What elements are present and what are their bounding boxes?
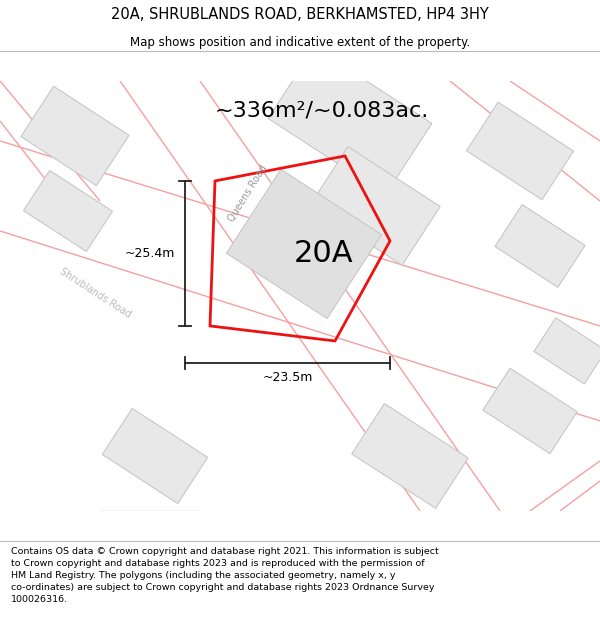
Text: ~25.4m: ~25.4m — [125, 247, 175, 260]
Polygon shape — [226, 169, 382, 319]
Text: 20A, SHRUBLANDS ROAD, BERKHAMSTED, HP4 3HY: 20A, SHRUBLANDS ROAD, BERKHAMSTED, HP4 3… — [111, 7, 489, 22]
Text: ~23.5m: ~23.5m — [262, 371, 313, 384]
Polygon shape — [268, 47, 432, 195]
Polygon shape — [102, 408, 208, 504]
Text: Contains OS data © Crown copyright and database right 2021. This information is : Contains OS data © Crown copyright and d… — [11, 548, 439, 604]
Polygon shape — [352, 404, 468, 508]
Text: 20A: 20A — [294, 239, 354, 269]
Text: Shrublands Road: Shrublands Road — [58, 266, 133, 319]
Polygon shape — [466, 102, 574, 200]
Text: Map shows position and indicative extent of the property.: Map shows position and indicative extent… — [130, 36, 470, 49]
Polygon shape — [23, 171, 113, 251]
Polygon shape — [21, 86, 129, 186]
Polygon shape — [534, 318, 600, 384]
Polygon shape — [495, 204, 585, 288]
Polygon shape — [310, 147, 440, 265]
Text: ~336m²/~0.083ac.: ~336m²/~0.083ac. — [215, 101, 429, 121]
Polygon shape — [483, 368, 577, 454]
Text: Queens Road: Queens Road — [227, 162, 269, 223]
